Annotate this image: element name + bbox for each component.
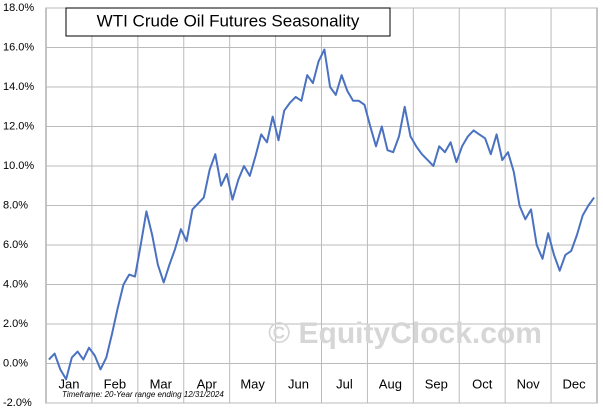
x-tick-label: Jun: [288, 376, 309, 391]
x-tick-label: Sep: [425, 376, 448, 391]
y-tick-label: 16.0%: [3, 41, 34, 53]
title-box: [65, 7, 391, 37]
x-tick-label: May: [240, 376, 265, 391]
x-tick-label: Nov: [517, 376, 541, 391]
y-tick-label: 14.0%: [3, 81, 34, 93]
x-tick-label: Apr: [197, 376, 218, 391]
y-tick-label: 2.0%: [3, 318, 28, 330]
watermark: © EquityClock.com: [268, 317, 542, 350]
x-tick-label: Oct: [472, 376, 493, 391]
footnote: Timeframe: 20-Year range ending 12/31/20…: [62, 390, 224, 399]
chart-title: WTI Crude Oil Futures Seasonality: [97, 11, 360, 30]
x-tick-label: Aug: [379, 376, 402, 391]
x-tick-label: Dec: [562, 376, 586, 391]
y-tick-label: 0.0%: [3, 357, 28, 369]
y-tick-label: 8.0%: [3, 199, 28, 211]
x-tick-label: Feb: [104, 376, 126, 391]
y-tick-label: -2.0%: [3, 397, 32, 409]
y-tick-label: 10.0%: [3, 160, 34, 172]
y-tick-label: 12.0%: [3, 120, 34, 132]
x-tick-label: Mar: [150, 376, 173, 391]
x-tick-label: Jul: [336, 376, 353, 391]
x-tick-label: Jan: [58, 376, 79, 391]
data-line: [48, 48, 595, 381]
y-tick-label: 18.0%: [3, 2, 34, 14]
y-tick-label: 6.0%: [3, 239, 28, 251]
y-tick-label: 4.0%: [3, 278, 28, 290]
